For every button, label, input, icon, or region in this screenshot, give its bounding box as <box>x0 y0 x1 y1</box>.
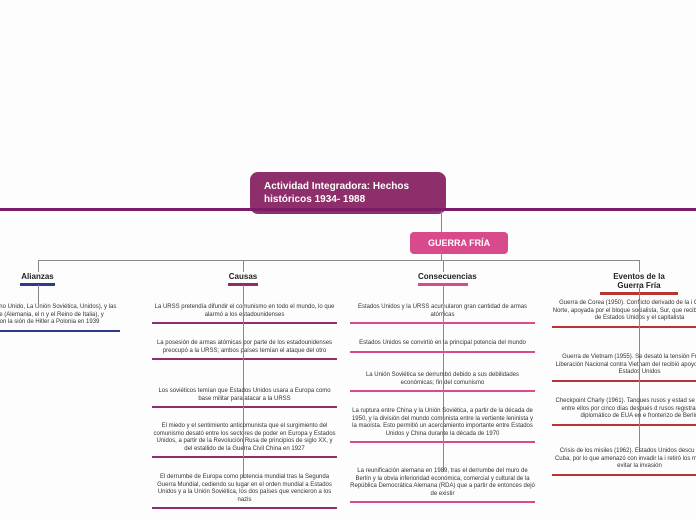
root-node: GUERRA FRÍA <box>410 232 508 254</box>
leaf-connector <box>639 402 640 452</box>
branch-down <box>38 285 39 304</box>
branch-title: Consecuencias <box>418 272 468 286</box>
branch-title: Causas <box>228 272 258 286</box>
branch-down <box>443 285 444 304</box>
leaf-connector <box>639 304 640 358</box>
leaf-connector <box>243 344 244 392</box>
branch-down <box>639 285 640 300</box>
branch-tick <box>443 260 444 272</box>
root-down <box>441 250 442 260</box>
leaf-connector <box>243 427 244 478</box>
leaf-node: El derrumbe de Europa como potencia mund… <box>152 474 337 509</box>
leaf-node: La posesión de armas atómicas por parte … <box>152 340 337 360</box>
leaf-node: Guerra de Vietnam (1955). Se desató la t… <box>552 354 696 382</box>
leaf-node: La reunificación alemana en 1989, tras e… <box>350 468 535 503</box>
branch-title: Alianzas <box>20 272 55 286</box>
branch-span <box>38 260 640 261</box>
leaf-connector <box>443 308 444 344</box>
leaf-node: Guerra de Corea (1950). Conflicto deriva… <box>552 300 696 328</box>
leaf-connector <box>443 412 444 472</box>
main-connector <box>0 208 696 211</box>
leaf-node: Francia, Polonia, Reino Unido, La Unión … <box>0 304 120 332</box>
leaf-connector <box>443 376 444 412</box>
leaf-node: Crisis de los misiles (1962). Estados Un… <box>552 448 696 476</box>
leaf-connector <box>243 308 244 344</box>
root-connector <box>441 211 442 232</box>
leaf-connector <box>243 392 244 427</box>
leaf-node: El miedo y el sentimiento anticomunista … <box>152 423 337 458</box>
branch-tick <box>639 260 640 272</box>
leaf-node: Checkpoint Charly (1961). Tanques rusos … <box>552 398 696 426</box>
branch-down <box>243 285 244 304</box>
branch-tick <box>243 260 244 272</box>
leaf-connector <box>639 358 640 402</box>
leaf-node: Los soviéticos temían que Estados Unidos… <box>152 388 337 408</box>
leaf-node: La URSS pretendía difundir el comunismo … <box>152 304 337 324</box>
branch-tick <box>38 260 39 272</box>
